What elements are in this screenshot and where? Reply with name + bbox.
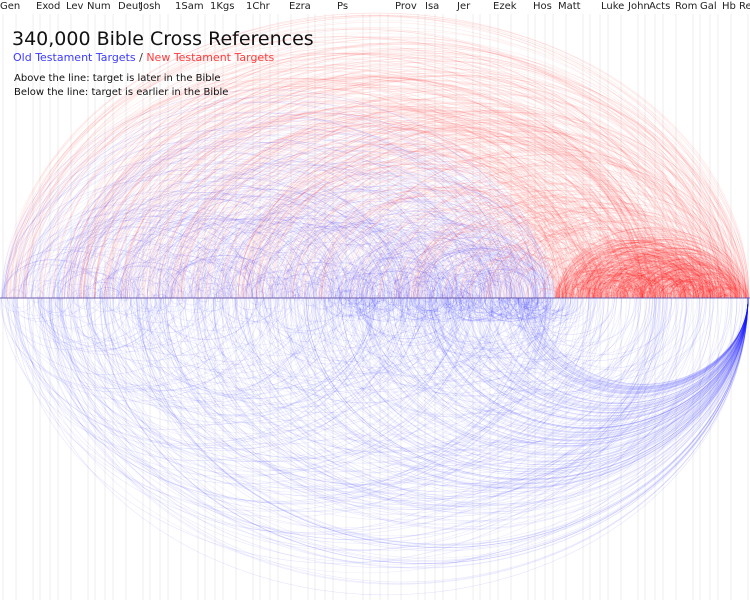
- book-label: Gal: [700, 1, 717, 12]
- new-testament-arcs-above: [2, 12, 750, 299]
- legend-new-testament: New Testament Targets: [146, 51, 275, 64]
- book-label: Hb: [722, 1, 736, 12]
- book-label: Rom: [675, 1, 698, 12]
- note-above-line: Above the line: target is later in the B…: [14, 73, 221, 84]
- book-label: Jer: [457, 1, 471, 12]
- book-label: Gen: [0, 1, 21, 12]
- book-label: Num: [87, 1, 111, 12]
- note-below-line: Below the line: target is earlier in the…: [14, 87, 229, 98]
- book-label: Ezra: [289, 1, 311, 12]
- book-label: Matt: [558, 1, 581, 12]
- book-label: Prov: [395, 1, 417, 12]
- book-label: Lev: [66, 1, 84, 12]
- book-label: John: [628, 1, 650, 12]
- book-label: Josh: [140, 1, 161, 12]
- book-label: 1Chr: [246, 1, 270, 12]
- book-label: 1Sam: [175, 1, 204, 12]
- legend-old-testament: Old Testament Targets: [13, 51, 136, 64]
- legend: Old Testament Targets / New Testament Ta…: [13, 51, 274, 64]
- book-gridlines: [2, 14, 749, 600]
- book-label: Re: [739, 1, 750, 12]
- book-label: Hos: [533, 1, 552, 12]
- legend-separator: /: [135, 51, 147, 64]
- book-label: Acts: [649, 1, 671, 12]
- book-label: Ps: [337, 1, 349, 12]
- book-label: Isa: [425, 1, 440, 12]
- book-label: Ezek: [493, 1, 517, 12]
- book-label: Deut: [118, 1, 143, 12]
- book-label: 1Kgs: [210, 1, 235, 12]
- chart-title: 340,000 Bible Cross References: [12, 28, 314, 50]
- old-testament-arcs-below: [0, 297, 749, 596]
- book-label: Exod: [36, 1, 61, 12]
- book-label: Luke: [601, 1, 625, 12]
